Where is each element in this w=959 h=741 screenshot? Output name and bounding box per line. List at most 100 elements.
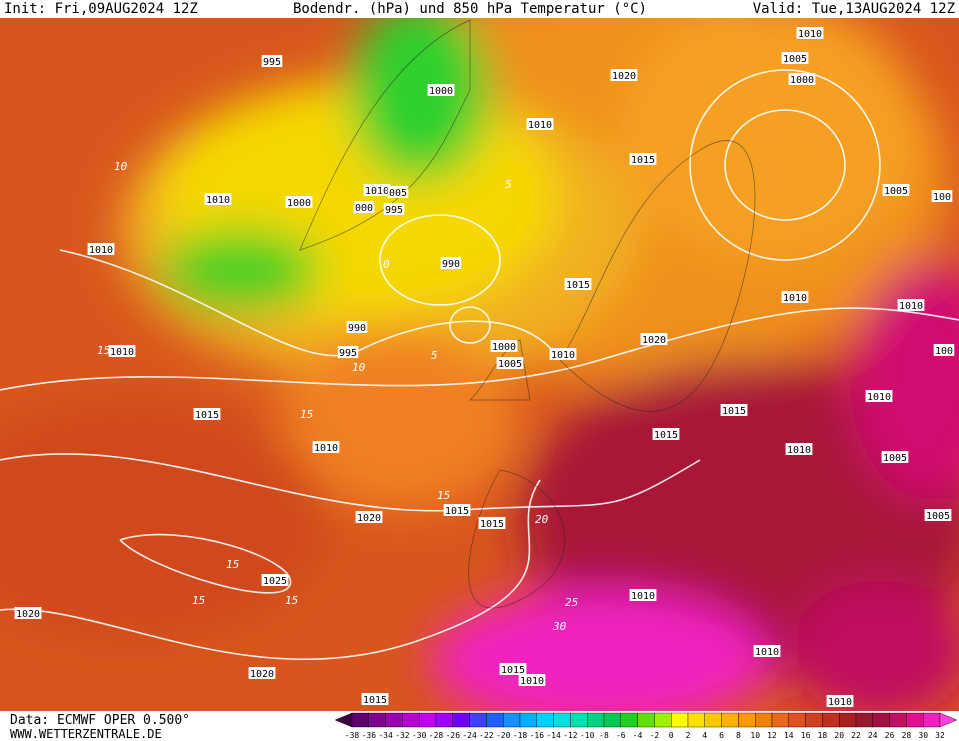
isobar-label: 1005 xyxy=(498,359,522,370)
isobar-label-box xyxy=(788,73,816,85)
colorbar-label: -36 xyxy=(362,731,377,740)
colorbar-box xyxy=(419,712,437,728)
colorbar-box xyxy=(368,712,386,728)
colorbar-label: 18 xyxy=(818,731,828,740)
temperature-label: 15 xyxy=(192,594,205,607)
header-band xyxy=(0,0,959,18)
colorbar-label: -24 xyxy=(462,731,477,740)
colorbar-label: 24 xyxy=(868,731,878,740)
isobar-label-box xyxy=(261,55,283,67)
colorbar-box xyxy=(351,712,369,728)
isobar-label: 1020 xyxy=(250,669,274,680)
isobar-label: 1010 xyxy=(520,676,544,687)
isobar-label-box xyxy=(924,509,952,521)
colorbar-label: 28 xyxy=(902,731,912,740)
isobar-label-box xyxy=(897,299,925,311)
colorbar-box xyxy=(603,712,621,728)
data-source: Data: ECMWF OPER 0.500° xyxy=(10,713,190,728)
colorbar-box xyxy=(687,712,705,728)
isobar-label: 1010 xyxy=(551,350,575,361)
colorbar-label: -32 xyxy=(395,731,410,740)
isobar-label-box xyxy=(87,243,115,255)
isobar-label-box xyxy=(931,190,953,202)
temperature-label: 15 xyxy=(97,344,110,357)
colorbar-label: 14 xyxy=(784,731,794,740)
colorbar-box xyxy=(654,712,672,728)
isobar-label: 1000 xyxy=(287,198,311,209)
colorbar-box xyxy=(923,712,941,728)
isobar-label: 1010 xyxy=(867,392,891,403)
isobar-label: 1010 xyxy=(899,301,923,312)
colorbar-box xyxy=(771,712,789,728)
colorbar-arrow xyxy=(939,712,958,728)
isobar-label-box xyxy=(383,203,405,215)
colorbar-box xyxy=(738,712,756,728)
colorbar-box xyxy=(822,712,840,728)
colorbar-label: 16 xyxy=(801,731,811,740)
isobar-label-box xyxy=(781,291,809,303)
isobar-label: 1020 xyxy=(642,335,666,346)
isobar-label-box xyxy=(361,693,389,705)
isobar-label-box xyxy=(629,153,657,165)
isobar-label-box xyxy=(785,443,813,455)
temperature-label: 5 xyxy=(505,178,512,191)
isobar-label-box xyxy=(826,695,854,707)
isobar-label: 1010 xyxy=(755,647,779,658)
colorbar-box xyxy=(587,712,605,728)
colorbar-label: -26 xyxy=(446,731,461,740)
colorbar-box xyxy=(788,712,806,728)
isobar-label-box xyxy=(337,346,359,358)
colorbar-label: 22 xyxy=(851,731,861,740)
isobar-label: 1005 xyxy=(783,54,807,65)
isobar-label-box xyxy=(363,184,391,196)
colorbar-box xyxy=(570,712,588,728)
isobar-label: 1010 xyxy=(206,195,230,206)
isobar-label: 1020 xyxy=(16,609,40,620)
valid-time: Valid: Tue,13AUG2024 12Z xyxy=(753,1,955,17)
temperature-label: 15 xyxy=(285,594,298,607)
colorbar-label: 26 xyxy=(885,731,895,740)
isobar-label: 1010 xyxy=(365,186,389,197)
colorbar-label: -28 xyxy=(429,731,444,740)
isobar-label: 1015 xyxy=(363,695,387,706)
colorbar-box xyxy=(872,712,890,728)
isobar-label-box xyxy=(478,517,506,529)
temperature-label: 10 xyxy=(114,160,128,173)
isobar-label: 1000 xyxy=(790,75,814,86)
isobar-label-box xyxy=(204,193,232,205)
isobar-label-box xyxy=(610,69,638,81)
colorbar-label: -12 xyxy=(563,731,578,740)
isobar-label: 1005 xyxy=(926,511,950,522)
isobar-label-box xyxy=(440,257,462,269)
colorbar-box xyxy=(620,712,638,728)
init-time: Init: Fri,09AUG2024 12Z xyxy=(4,1,198,17)
isobar-label-box xyxy=(865,390,893,402)
colorbar-label: 32 xyxy=(935,731,945,740)
temperature-label: 20 xyxy=(535,513,549,526)
isobar-label-box xyxy=(355,511,383,523)
isobar-label: 1000 xyxy=(429,86,453,97)
isobar-label-box xyxy=(14,607,42,619)
colorbar-label: -6 xyxy=(616,731,626,740)
temperature-label: 25 xyxy=(565,596,578,609)
isobar-label: 1020 xyxy=(612,71,636,82)
temperature-label: 5 xyxy=(431,349,438,362)
colorbar-label: 8 xyxy=(736,731,741,740)
temperature-label: 0 xyxy=(383,258,390,271)
isobar-label: 1015 xyxy=(631,155,655,166)
isobar-label-box xyxy=(248,667,276,679)
colorbar-label: -14 xyxy=(546,731,561,740)
isobar-label-box xyxy=(518,674,546,686)
colorbar-box xyxy=(452,712,470,728)
colorbar-box xyxy=(435,712,453,728)
isobar-label-box xyxy=(499,663,527,675)
colorbar-label: -34 xyxy=(378,731,393,740)
isobar-label: 1000 xyxy=(492,342,516,353)
site-url: WWW.WETTERZENTRALE.DE xyxy=(10,727,162,741)
isobar-label: 1015 xyxy=(654,430,678,441)
colorbar-box xyxy=(889,712,907,728)
isobar-label-box xyxy=(193,408,221,420)
